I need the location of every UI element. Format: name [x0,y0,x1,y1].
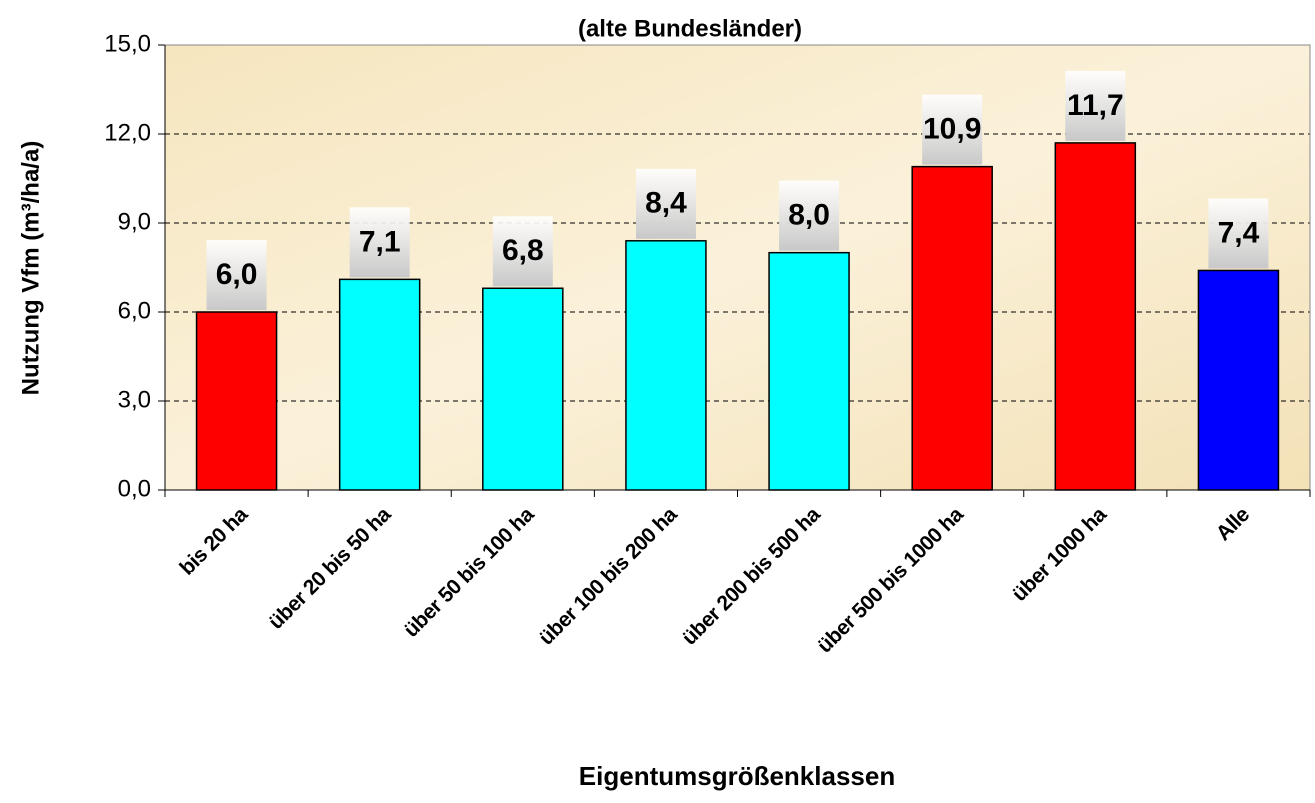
value-label-box [492,216,553,287]
y-tick-label: 3,0 [118,386,151,413]
value-label: 7,1 [359,225,401,258]
x-tick-label: Alle [1212,503,1254,545]
y-tick-label: 12,0 [104,119,151,146]
bar [338,278,421,491]
value-label: 11,7 [1067,89,1124,122]
bar [195,311,278,491]
bar [1197,269,1280,491]
plot-area [165,45,1310,490]
bar [482,287,564,491]
value-label: 10,9 [923,113,981,146]
x-tick-label: über 100 bis 200 ha [535,503,682,650]
x-tick-label: über 500 bis 1000 ha [813,503,968,658]
value-label-box [206,240,267,310]
value-label: 8,0 [788,199,830,232]
bar [911,165,993,491]
bar [1054,142,1137,491]
value-label: 7,4 [1218,216,1260,249]
bar [768,251,850,491]
bar [625,240,707,491]
x-tick-label: über 1000 ha [1008,503,1111,606]
value-label-box [779,180,840,251]
chart-title: (alte Bundesländer) [578,15,802,42]
x-tick-label: bis 20 ha [175,503,252,580]
x-tick-label: über 200 bis 500 ha [678,503,825,650]
y-tick-label: 15,0 [104,30,151,57]
y-tick-label: 6,0 [118,297,151,324]
x-tick-label: über 20 bis 50 ha [264,503,395,634]
x-axis-label: Eigentumsgrößenklassen [579,761,895,791]
value-label: 6,0 [216,258,258,291]
y-axis-label: Nutzung Vfm (m³/ha/a) [17,141,44,396]
value-label-box [349,207,410,278]
value-label: 6,8 [502,234,544,267]
value-label: 8,4 [645,187,687,220]
x-tick-label: über 50 bis 100 ha [400,503,539,642]
value-label-box [635,168,696,239]
value-label-box [922,94,983,165]
y-tick-label: 9,0 [118,208,151,235]
y-tick-label: 0,0 [118,475,151,502]
value-label-box [1065,70,1126,141]
value-label-box [1208,198,1269,269]
